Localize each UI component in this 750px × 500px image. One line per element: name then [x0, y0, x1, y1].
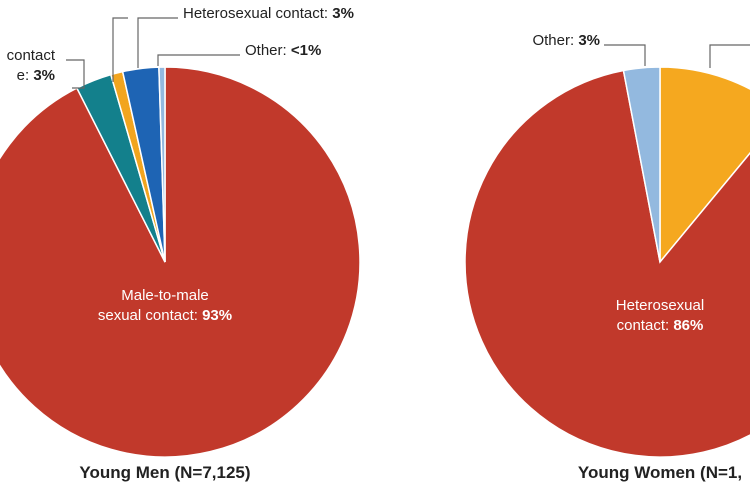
- slice-label-line: e:: [17, 67, 30, 84]
- pie-title: Young Men (N=7,125): [79, 463, 250, 482]
- callout-line: [137, 17, 178, 68]
- slice-label-line: Other:: [245, 42, 287, 59]
- slice-label: Other: 3%: [532, 32, 600, 49]
- slice-label: Male-to-male sexual contact: 93%: [98, 287, 232, 324]
- slice-label-line: contact:: [617, 317, 670, 334]
- callout-lines: [66, 17, 750, 89]
- slice-value-label: <1%: [291, 42, 321, 59]
- callout-line: [157, 54, 240, 66]
- slice-label: Other: <1%: [245, 42, 321, 59]
- pie-slice: [158, 66, 166, 263]
- slice-value-label: 86%: [673, 317, 703, 334]
- slice-label-line: Heterosexual contact:: [183, 5, 328, 22]
- slice-label: Heterosexual contact: 3%: [183, 5, 354, 22]
- slice-label-line: Other:: [532, 32, 574, 49]
- pie-slice: [464, 69, 750, 458]
- slice-value-label: 3%: [33, 67, 55, 84]
- pie: [464, 66, 750, 458]
- callout-line: [604, 44, 646, 66]
- slice-value-label: 3%: [578, 32, 600, 49]
- slice-label: Heterosexual contact: 86%: [616, 297, 704, 334]
- callout-line: [66, 59, 85, 89]
- slice-value-label: 93%: [202, 307, 232, 324]
- callout-line: [709, 44, 750, 68]
- slice-label-line: Heterosexual: [616, 297, 704, 314]
- pie-slice: [659, 66, 750, 265]
- slice-label: contact e: 3%: [7, 47, 56, 84]
- pie: [0, 66, 361, 458]
- pie-slice: [0, 66, 361, 458]
- pie-title: Young Women (N=1,: [578, 463, 742, 482]
- slice-label-line: contact: [7, 47, 56, 64]
- pie-slice: [622, 66, 661, 263]
- callout-line: [112, 17, 128, 82]
- slice-value-label: 3%: [332, 5, 354, 22]
- slice-label-line: Male-to-male: [121, 287, 209, 304]
- slice-label-line: sexual contact:: [98, 307, 198, 324]
